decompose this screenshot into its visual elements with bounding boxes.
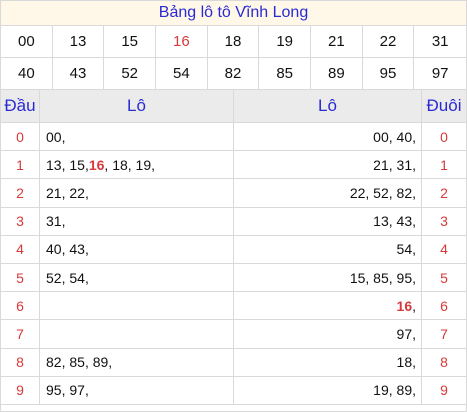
number-cell: 19 <box>259 26 311 58</box>
row-dau: 4 <box>1 235 40 264</box>
number-cell: 13 <box>52 26 105 58</box>
row-duoi: 9 <box>422 377 466 405</box>
row-duoi: 3 <box>422 208 466 236</box>
row-dau: 5 <box>1 263 40 293</box>
row-lo-left <box>40 320 234 349</box>
row-dau: 8 <box>1 348 40 377</box>
row-dau: 3 <box>1 207 40 236</box>
loto-table: Đầu Lô Lô Đuôi 0 00, 00, 40, 0 1 13, 15, 16, … <box>1 90 466 405</box>
number-cell: 15 <box>104 26 156 58</box>
row-lo-right: 16, <box>234 292 422 321</box>
highlight-number: 16 <box>88 156 105 173</box>
number-cell: 16 <box>156 26 208 58</box>
number-cell: 54 <box>156 58 208 90</box>
row-lo-left: 40, 43, <box>40 235 234 264</box>
row-lo-left: 52, 54, <box>40 263 234 293</box>
number-cell: 82 <box>207 58 260 90</box>
row-lo-left: 13, 15, 16, 18, 19, <box>40 151 234 180</box>
header-lo-right: Lô <box>234 90 422 123</box>
number-cell: 31 <box>414 26 466 58</box>
row-lo-right: 22, 52, 82, <box>234 179 422 208</box>
row-lo-left: 00, <box>40 123 234 152</box>
row-dau: 9 <box>1 376 40 405</box>
table-title: Bảng lô tô Vĩnh Long <box>1 1 466 26</box>
number-cell: 00 <box>1 26 53 58</box>
header-lo-left: Lô <box>40 90 234 123</box>
number-cell: 89 <box>311 58 363 90</box>
row-lo-right: 19, 89, <box>234 376 422 405</box>
row-duoi: 6 <box>422 292 466 321</box>
row-duoi: 1 <box>422 151 466 180</box>
number-cell: 52 <box>104 58 156 90</box>
row-dau: 6 <box>1 292 40 321</box>
row-lo-left: 31, <box>40 207 234 236</box>
number-cell: 97 <box>414 58 466 90</box>
number-cell: 22 <box>362 26 415 58</box>
row-lo-right: 18, <box>234 348 422 377</box>
row-lo-right: 21, 31, <box>234 151 422 180</box>
row-duoi: 4 <box>422 236 466 264</box>
number-cell: 18 <box>207 26 260 58</box>
row-dau: 7 <box>1 320 40 349</box>
row-lo-left: 95, 97, <box>40 376 234 405</box>
number-cell: 95 <box>362 58 415 90</box>
numbers-grid: 00 13 15 16 18 19 21 22 31 40 43 52 54 82 85 89 95 97 <box>1 26 466 90</box>
number-cell: 40 <box>1 58 53 90</box>
row-dau: 1 <box>1 151 40 180</box>
row-lo-left: 21, 22, <box>40 179 234 208</box>
row-lo-left <box>40 292 234 321</box>
row-lo-right: 13, 43, <box>234 207 422 236</box>
row-duoi: 0 <box>422 123 466 152</box>
row-lo-right: 54, <box>234 235 422 264</box>
number-cell: 43 <box>52 58 105 90</box>
number-cell: 85 <box>259 58 311 90</box>
row-duoi: 2 <box>422 179 466 208</box>
row-lo-right: 15, 85, 95, <box>234 263 422 293</box>
row-duoi: 5 <box>422 264 466 293</box>
row-lo-left: 82, 85, 89, <box>40 348 234 377</box>
header-dau: Đầu <box>1 90 40 123</box>
header-duoi: Đuôi <box>422 90 466 123</box>
row-duoi: 8 <box>422 349 466 377</box>
row-lo-right: 00, 40, <box>234 123 422 152</box>
row-lo-right: 97, <box>234 320 422 349</box>
row-dau: 0 <box>1 123 40 152</box>
row-duoi: 7 <box>422 320 466 349</box>
highlight-number: 16 <box>396 297 413 314</box>
number-cell: 21 <box>311 26 363 58</box>
row-dau: 2 <box>1 179 40 208</box>
